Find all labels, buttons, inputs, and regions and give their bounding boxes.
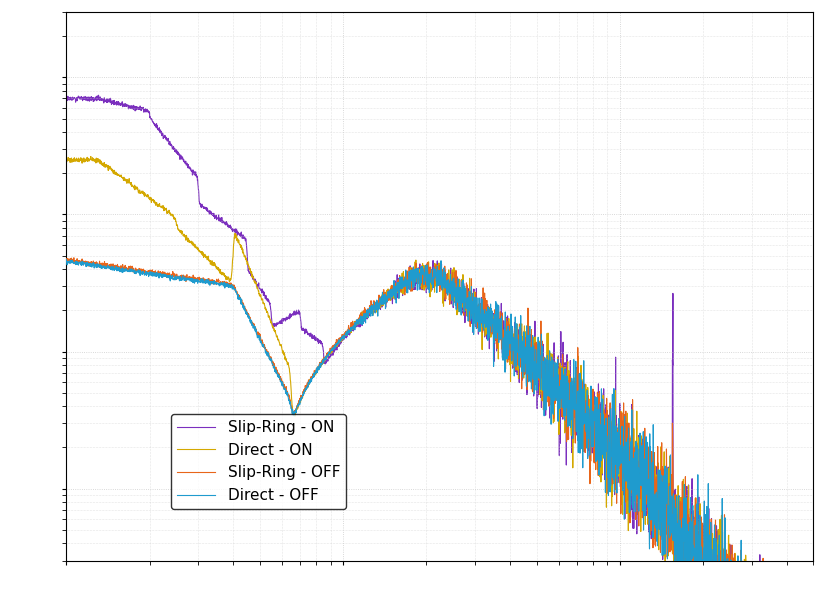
Slip-Ring - OFF — [147, 268, 157, 276]
Line: Direct - OFF: Direct - OFF — [66, 260, 813, 590]
Slip-Ring - ON — [147, 116, 157, 123]
Slip-Ring - ON — [380, 297, 390, 304]
Slip-Ring - ON — [714, 556, 724, 563]
Slip-Ring - OFF — [69, 254, 79, 261]
Slip-Ring - ON — [94, 91, 104, 99]
Line: Slip-Ring - OFF: Slip-Ring - OFF — [66, 258, 813, 590]
Legend: Slip-Ring - ON, Direct - ON, Slip-Ring - OFF, Direct - OFF: Slip-Ring - ON, Direct - ON, Slip-Ring -… — [171, 414, 346, 509]
Direct - ON — [85, 153, 95, 160]
Line: Slip-Ring - ON: Slip-Ring - ON — [66, 95, 813, 590]
Direct - OFF — [713, 573, 723, 580]
Direct - ON — [61, 157, 71, 164]
Line: Direct - ON: Direct - ON — [66, 156, 813, 590]
Direct - OFF — [348, 323, 358, 330]
Direct - OFF — [147, 272, 157, 279]
Direct - OFF — [61, 256, 71, 263]
Direct - ON — [191, 243, 201, 250]
Slip-Ring - ON — [61, 96, 71, 103]
Slip-Ring - OFF — [61, 256, 71, 263]
Direct - ON — [147, 196, 157, 203]
Direct - OFF — [380, 294, 390, 301]
Slip-Ring - ON — [348, 323, 358, 330]
Direct - OFF — [191, 278, 201, 285]
Direct - ON — [348, 323, 358, 330]
Slip-Ring - ON — [191, 172, 201, 179]
Slip-Ring - OFF — [380, 289, 390, 296]
Direct - ON — [380, 299, 390, 306]
Slip-Ring - OFF — [348, 322, 358, 329]
Slip-Ring - OFF — [191, 275, 201, 282]
Slip-Ring - OFF — [714, 576, 724, 584]
